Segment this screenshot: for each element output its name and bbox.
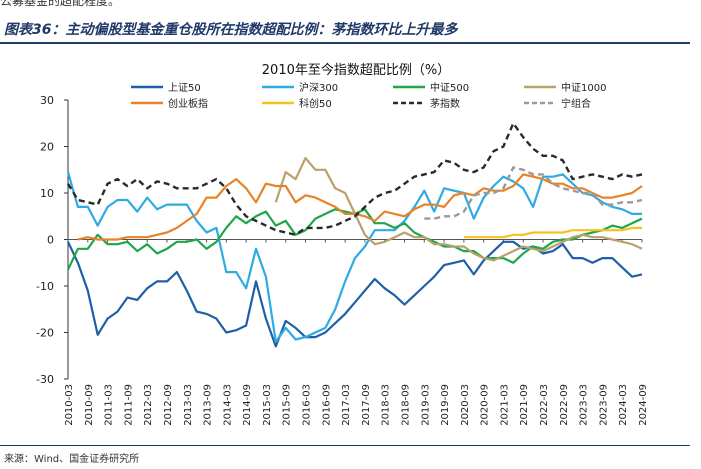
series-line-3: [274, 157, 643, 262]
legend-label: 创业板指: [168, 97, 208, 110]
x-tick-label: 2018-03: [381, 384, 392, 426]
title-rule: [0, 42, 690, 44]
figure-title: 图表36：主动偏股型基金重仓股所在指数超配比例：茅指数环比上升最多: [4, 22, 458, 38]
series-line-6: [66, 122, 643, 236]
x-tick-label: 2012-03: [143, 384, 154, 426]
x-tick-label: 2014-03: [222, 384, 233, 426]
series-line-0: [67, 240, 643, 348]
y-tick-label: -20: [36, 327, 54, 340]
legend-item: 茅指数: [393, 97, 460, 110]
series-line-7: [424, 166, 643, 220]
legend-item: 中证500: [393, 81, 469, 94]
x-tick-label: 2014-09: [242, 384, 253, 426]
x-tick-label: 2023-03: [579, 384, 590, 426]
x-tick-label: 2022-09: [559, 384, 570, 426]
x-tick-label: 2023-09: [598, 384, 609, 426]
previous-page-text: 公募基金的超配程度。: [0, 0, 121, 8]
x-tick-label: 2016-03: [302, 384, 313, 426]
legend-label: 中证1000: [561, 81, 606, 94]
x-tick-label: 2013-09: [203, 384, 214, 426]
legend-label: 茅指数: [430, 97, 460, 110]
y-tick-label: -30: [36, 373, 54, 386]
y-axis: 30 20 10 0 -10 -20 -30: [36, 94, 69, 386]
line-chart: 2010年至今指数超配比例（%） 上证50 沪深300 中证500 中证1000 创业板…: [36, 62, 649, 426]
x-tick-label: 2017-09: [361, 384, 372, 426]
y-tick-label: 20: [40, 141, 54, 154]
y-tick-label: 30: [40, 94, 54, 107]
x-tick-label: 2020-03: [460, 384, 471, 426]
legend: 上证50 沪深300 中证500 中证1000 创业板指 科创50 茅指数 宁组合: [131, 81, 606, 110]
legend-label: 沪深300: [299, 81, 338, 94]
x-tick-label: 2019-09: [440, 384, 451, 426]
legend-label: 中证500: [430, 81, 469, 94]
x-axis: 2010-03 2010-09 2011-03 2011-09 2012-03 2012-…: [64, 239, 649, 426]
x-tick-label: 2024-03: [618, 384, 629, 426]
x-tick-label: 2021-09: [519, 384, 530, 426]
footer-rule: [0, 445, 690, 446]
x-tick-label: 2024-09: [638, 384, 649, 426]
legend-label: 科创50: [299, 97, 332, 110]
x-tick-label: 2012-09: [163, 384, 174, 426]
x-tick-label: 2015-09: [282, 384, 293, 426]
series-line-5: [463, 226, 642, 239]
legend-item: 科创50: [262, 97, 332, 110]
x-tick-label: 2017-03: [341, 384, 352, 426]
x-tick-label: 2018-09: [400, 384, 411, 426]
x-tick-label: 2011-03: [104, 384, 115, 426]
y-tick-label: 10: [40, 187, 54, 200]
x-tick-label: 2015-03: [262, 384, 273, 426]
x-tick-label: 2022-03: [539, 384, 550, 426]
x-tick-label: 2010-09: [84, 384, 95, 426]
x-tick-label: 2020-09: [480, 384, 491, 426]
x-tick-label: 2019-03: [420, 384, 431, 426]
y-tick-label: 0: [47, 234, 54, 247]
x-tick-label: 2021-03: [499, 384, 510, 426]
y-tick-label: -10: [36, 280, 54, 293]
x-tick-label: 2010-03: [64, 384, 75, 426]
series-line-1: [66, 171, 642, 343]
legend-item: 中证1000: [524, 81, 606, 94]
legend-label: 上证50: [168, 82, 201, 94]
legend-item: 沪深300: [262, 81, 338, 94]
x-tick-label: 2011-09: [123, 384, 134, 426]
x-tick-label: 2013-03: [183, 384, 194, 426]
x-tick-label: 2016-09: [321, 384, 332, 426]
legend-label: 宁组合: [561, 97, 591, 110]
chart-title: 2010年至今指数超配比例（%）: [262, 62, 450, 78]
series-lines: [66, 122, 643, 348]
legend-item: 创业板指: [131, 97, 208, 110]
legend-item: 宁组合: [524, 97, 591, 110]
legend-item: 上证50: [131, 82, 201, 94]
source-note: 来源：Wind、国金证券研究所: [4, 454, 140, 465]
series-line-4: [77, 173, 643, 241]
